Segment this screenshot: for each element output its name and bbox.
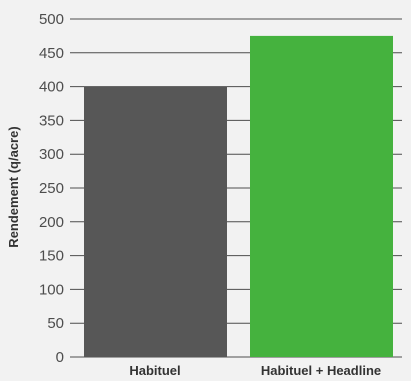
bar	[84, 86, 227, 357]
y-tick-label: 100	[39, 281, 64, 298]
y-tick-label: 0	[56, 349, 64, 366]
bar	[250, 35, 393, 358]
x-category-label: Habituel	[129, 363, 180, 378]
y-tick-label: 350	[39, 112, 64, 129]
y-tick-label: 500	[39, 11, 64, 28]
y-axis-title: Rendement (q/acre)	[6, 126, 21, 247]
y-tick-label: 150	[39, 248, 64, 265]
y-tick-label: 250	[39, 180, 64, 197]
y-tick-label: 300	[39, 146, 64, 163]
category-labels: Habituel Habituel + Headline	[129, 363, 381, 378]
y-tick-label: 50	[47, 315, 64, 332]
y-tick-label: 400	[39, 79, 64, 96]
y-tick-label: 200	[39, 214, 64, 231]
x-category-label: Habituel + Headline	[261, 363, 381, 378]
y-tick-label: 450	[39, 45, 64, 62]
y-tick-labels: 0 50 100 150 200 250 300 350 400 450 500	[39, 11, 64, 366]
bars	[84, 35, 393, 358]
